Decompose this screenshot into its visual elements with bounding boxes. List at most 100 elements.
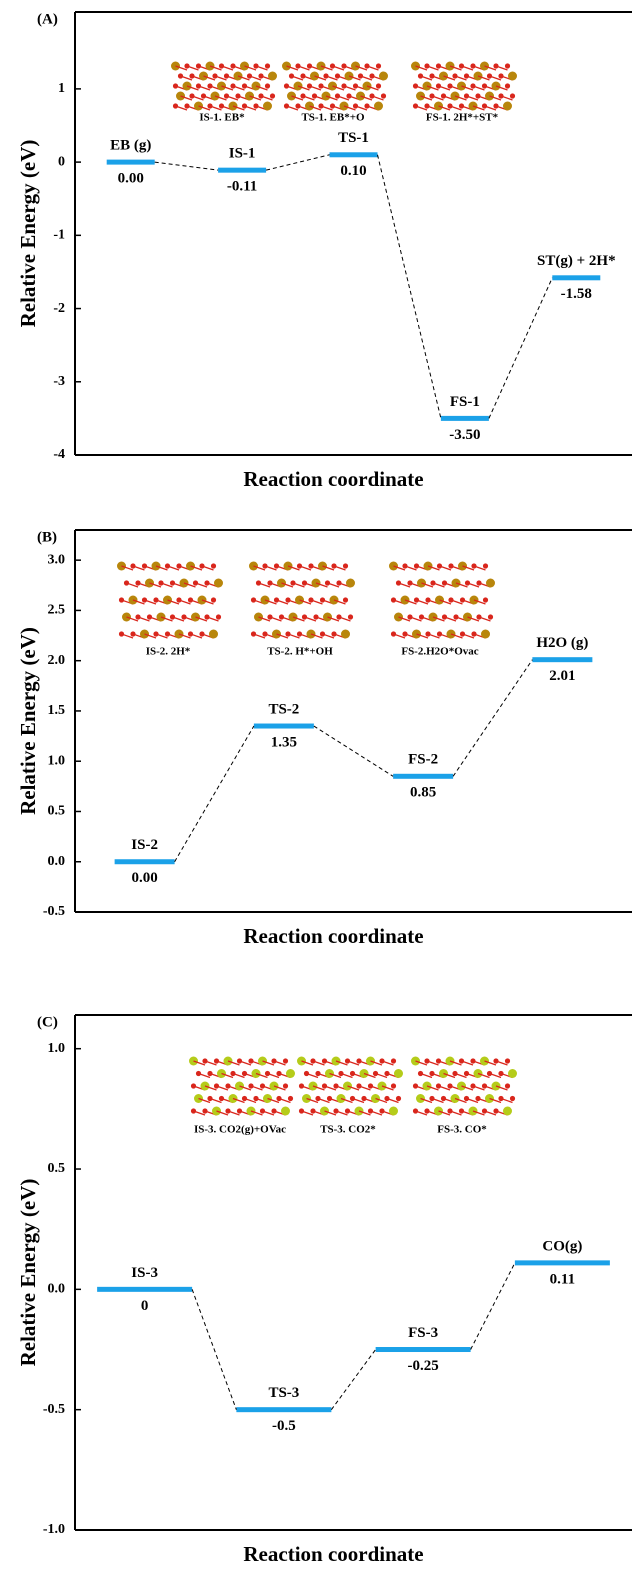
inset-caption: TS-2. H*+OH — [267, 646, 333, 658]
inset-atom — [396, 1096, 401, 1101]
y-tick-label: 1.0 — [48, 753, 66, 768]
energy-level — [532, 657, 592, 662]
connector — [453, 660, 532, 777]
connector — [471, 1263, 515, 1350]
energy-level — [115, 859, 175, 864]
x-axis-title: Reaction coordinate — [243, 467, 423, 491]
figure: (A) Reaction coordinate Relative Energy (e… — [0, 0, 632, 1570]
value-label: -0.25 — [408, 1358, 439, 1374]
panel-label: (A) — [37, 11, 58, 27]
inset-atom — [211, 597, 216, 602]
inset-atom — [508, 1069, 517, 1078]
y-axis-title: Relative Energy (eV) — [16, 140, 40, 328]
energy-level — [376, 1347, 471, 1352]
inset-atom — [214, 579, 223, 588]
inset-atom — [508, 72, 517, 81]
inset-atom — [283, 1083, 288, 1088]
connector — [175, 726, 254, 862]
y-tick-label: 1.0 — [48, 1041, 66, 1056]
state-label: IS-2 — [131, 837, 158, 853]
state-label: TS-3 — [268, 1385, 299, 1401]
inset-atom — [394, 1069, 403, 1078]
inset-atom — [265, 63, 270, 68]
inset-atom — [281, 1107, 290, 1116]
y-tick-label: -1 — [53, 228, 65, 243]
panel-label: (B) — [37, 529, 57, 545]
inset-atom — [288, 1096, 293, 1101]
inset-atom — [391, 1083, 396, 1088]
y-tick-label: 1.5 — [48, 703, 66, 718]
inset-atom — [481, 630, 490, 639]
panel-label: (C) — [37, 1014, 58, 1030]
inset-atom — [283, 1058, 288, 1063]
energy-level — [218, 168, 266, 173]
inset-atom — [376, 63, 381, 68]
state-label: FS-2 — [408, 752, 438, 768]
inset-atom — [211, 563, 216, 568]
inset-atom — [343, 563, 348, 568]
inset-atom — [265, 83, 270, 88]
inset-atom — [341, 630, 350, 639]
state-label: TS-2 — [268, 701, 299, 717]
y-tick-label: 0.5 — [48, 804, 66, 819]
connector — [331, 1350, 375, 1410]
inset-caption: TS-3. CO2* — [320, 1124, 376, 1136]
energy-level — [393, 774, 453, 779]
state-label: TS-1 — [338, 130, 369, 146]
inset-caption: FS-2.H2O*Ovac — [401, 646, 478, 658]
panel: (C)Reaction coordinateRelative Energy (e… — [16, 1014, 632, 1565]
inset-atom — [343, 597, 348, 602]
value-label: -1.58 — [561, 286, 592, 302]
inset-atom — [268, 72, 277, 81]
inset-atom — [379, 72, 388, 81]
energy-level — [441, 416, 489, 421]
connector — [192, 1289, 236, 1409]
inset-atom — [488, 614, 493, 619]
value-label: 0.85 — [410, 785, 436, 801]
connector — [378, 155, 441, 419]
state-label: ST(g) + 2H* — [537, 253, 616, 269]
state-label: EB (g) — [110, 138, 151, 154]
inset-atom — [505, 1058, 510, 1063]
inset-atom — [486, 579, 495, 588]
y-tick-label: -0.5 — [43, 1402, 65, 1417]
inset-atom — [483, 597, 488, 602]
energy-level — [330, 152, 378, 157]
inset-atom — [346, 579, 355, 588]
y-tick-label: -2 — [53, 301, 65, 316]
y-tick-label: -0.5 — [43, 904, 65, 919]
inset-atom — [505, 1083, 510, 1088]
connector — [155, 162, 218, 170]
y-tick-label: 0 — [58, 154, 65, 169]
state-label: FS-1 — [450, 394, 480, 410]
inset-atom — [391, 1058, 396, 1063]
y-tick-label: 0.0 — [48, 1282, 66, 1297]
y-axis-title: Relative Energy (eV) — [16, 627, 40, 815]
y-tick-label: 3.0 — [48, 552, 66, 567]
inset-atom — [389, 1107, 398, 1116]
inset-caption: IS-1. EB* — [199, 112, 245, 124]
y-tick-label: -3 — [53, 374, 65, 389]
state-label: IS-1 — [229, 146, 256, 162]
state-label: IS-3 — [131, 1265, 158, 1281]
inset-caption: FS-3. CO* — [437, 1124, 487, 1136]
state-label: CO(g) — [542, 1238, 582, 1254]
value-label: 1.35 — [271, 734, 297, 750]
inset-atom — [286, 1069, 295, 1078]
inset-atom — [270, 93, 275, 98]
value-label: -0.5 — [272, 1418, 296, 1434]
connector — [266, 155, 329, 170]
inset-caption: IS-2. 2H* — [146, 646, 191, 658]
inset-atom — [348, 614, 353, 619]
energy-level — [254, 724, 314, 729]
value-label: 0.00 — [118, 171, 144, 187]
inset-atom — [376, 83, 381, 88]
inset-caption: IS-3. CO2(g)+OVac — [194, 1124, 286, 1136]
inset-atom — [505, 63, 510, 68]
energy-level — [107, 160, 155, 165]
energy-level — [515, 1260, 610, 1265]
y-tick-label: 0.5 — [48, 1161, 66, 1176]
panel: (A) Reaction coordinate Relative Energy (e… — [16, 11, 632, 490]
y-tick-label: 1 — [58, 81, 65, 96]
